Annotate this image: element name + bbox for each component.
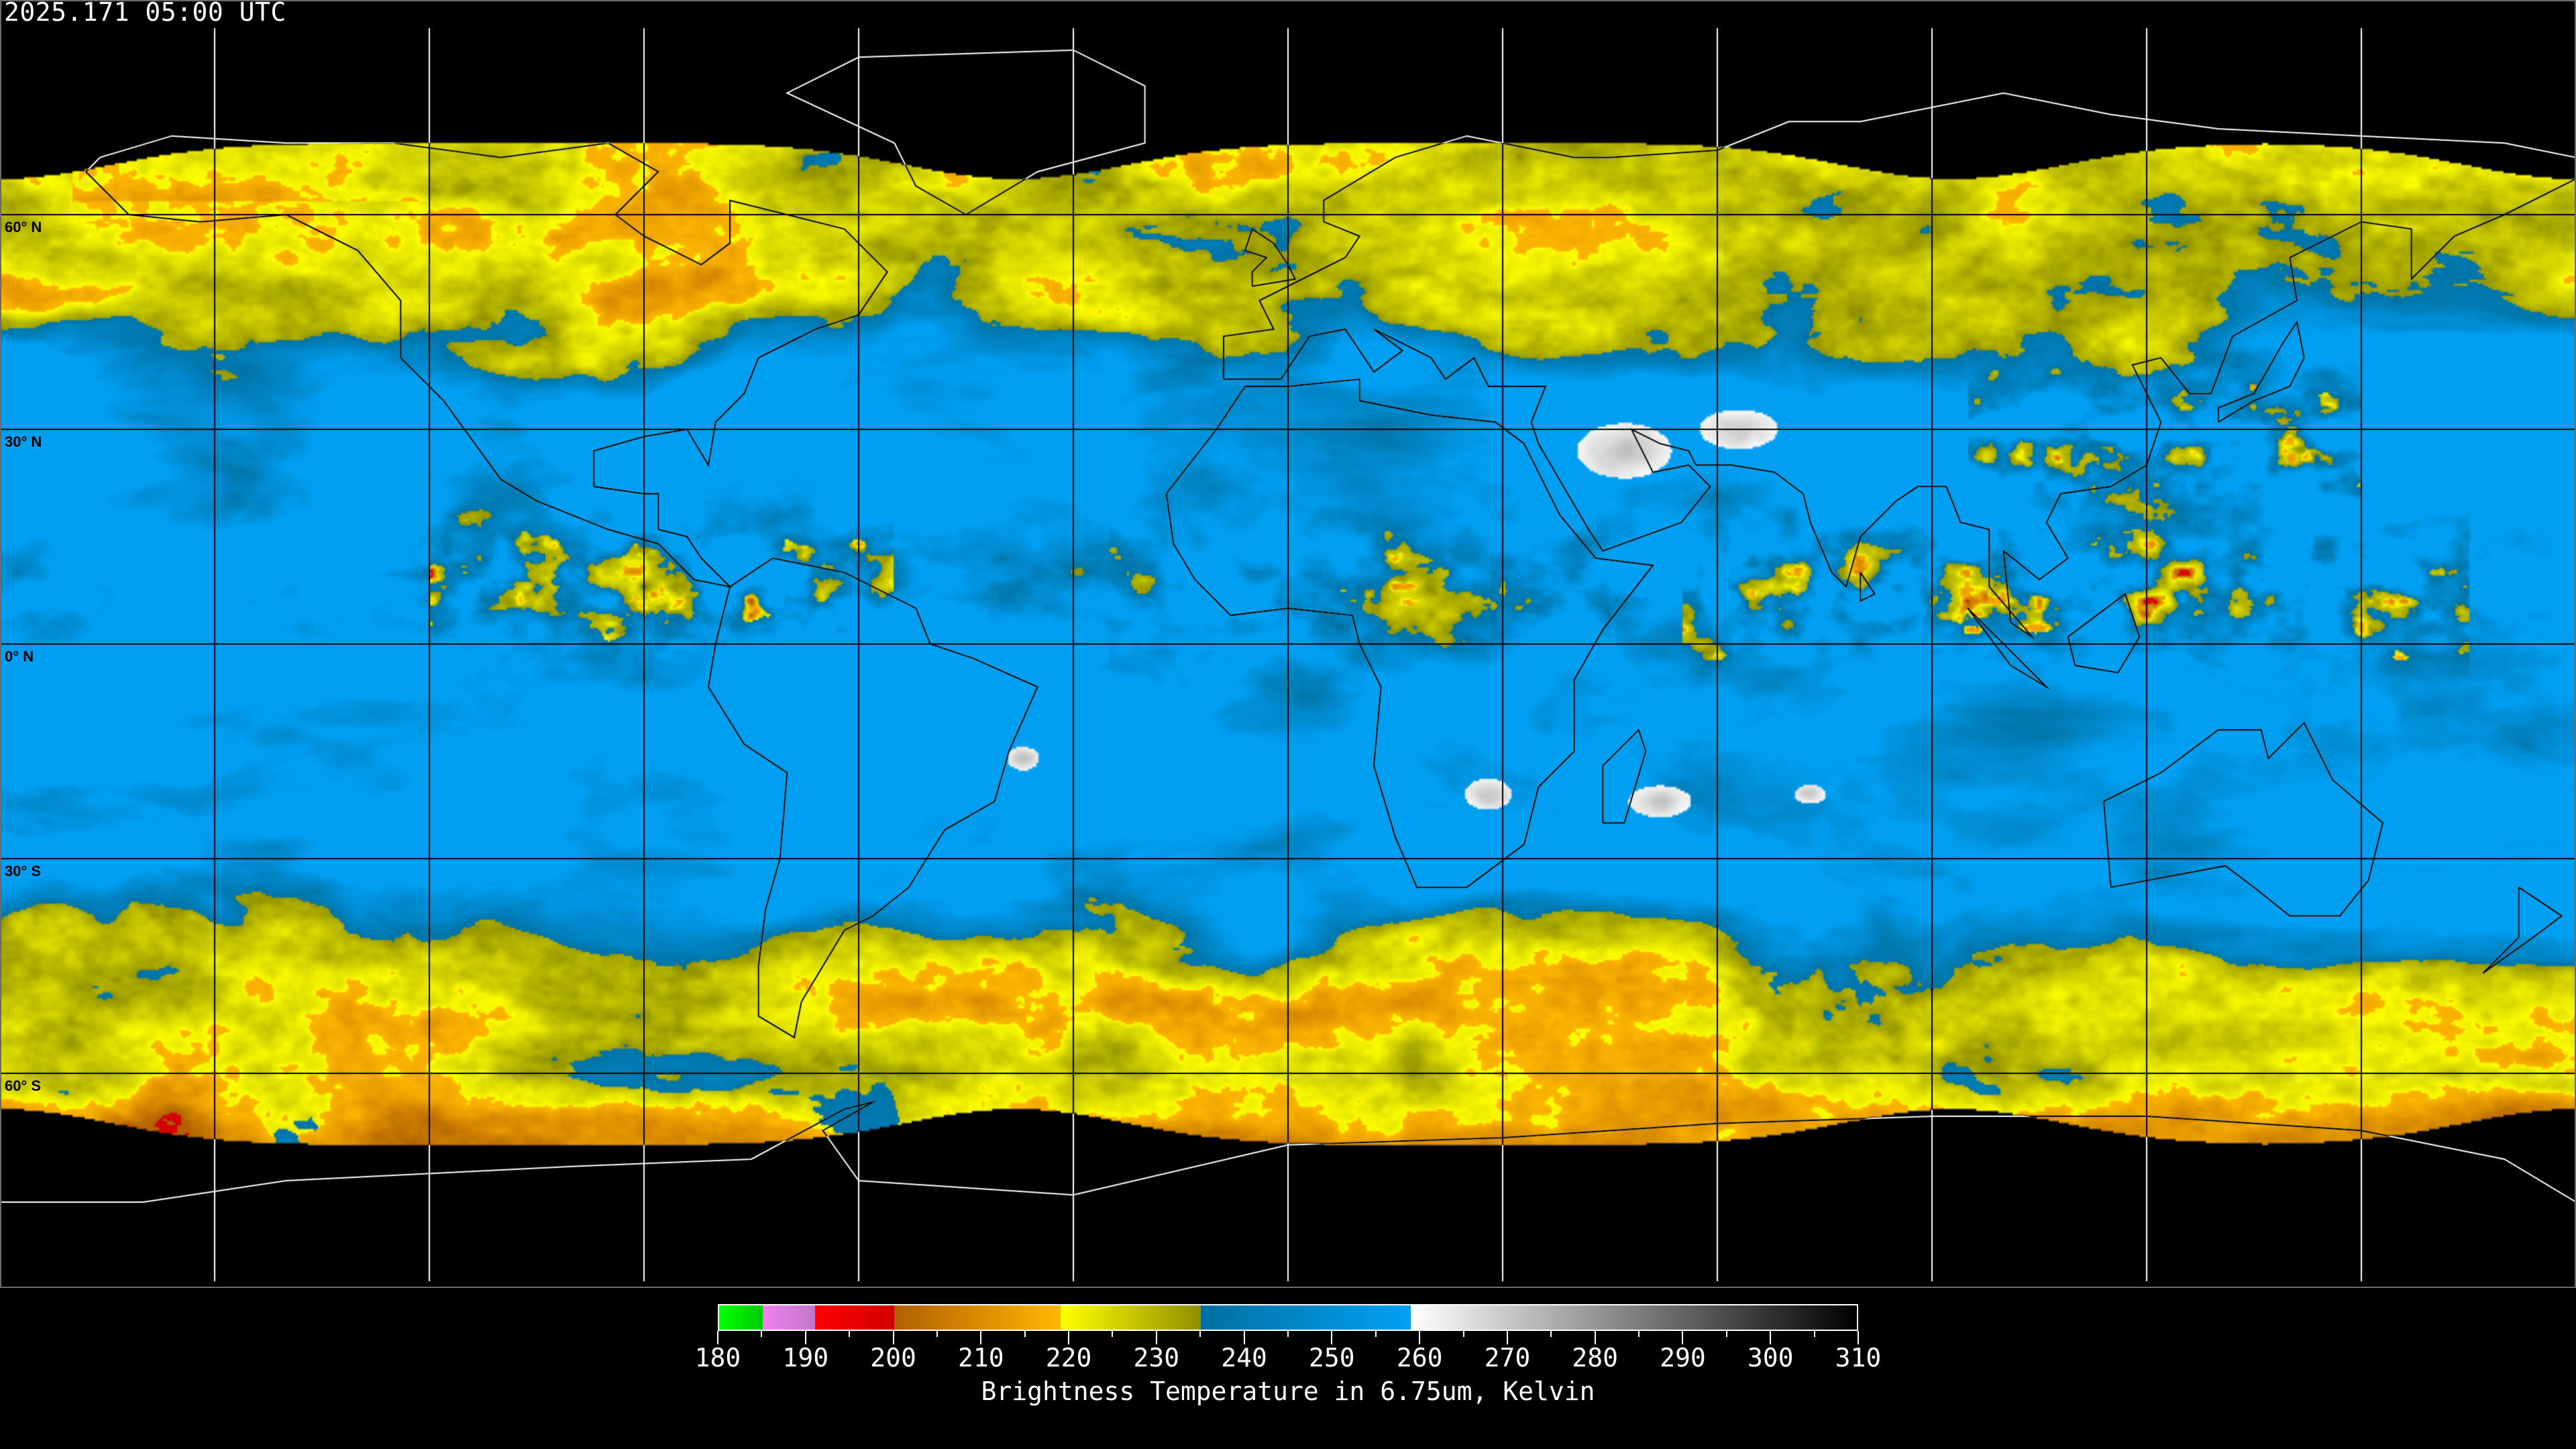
colorbar-segment — [894, 1305, 1061, 1330]
latitude-label: 30° S — [5, 863, 42, 879]
colorbar-title: Brightness Temperature in 6.75um, Kelvin — [981, 1377, 1595, 1406]
colorbar-minor-tick — [849, 1331, 851, 1337]
colorbar-segment — [763, 1305, 816, 1330]
colorbar-major-tick — [1419, 1331, 1421, 1344]
colorbar-minor-tick — [761, 1331, 763, 1337]
colorbar-major-tick — [1331, 1331, 1333, 1344]
latitude-label: 60° N — [5, 219, 42, 235]
colorbar-segment — [719, 1305, 763, 1330]
colorbar-major-tick — [804, 1331, 806, 1344]
colorbar-tick-label: 200 — [870, 1343, 916, 1373]
colorbar-minor-tick — [1813, 1331, 1815, 1337]
colorbar-tick-label: 210 — [957, 1343, 1004, 1373]
colorbar-minor-tick — [936, 1331, 938, 1337]
colorbar-minor-tick — [1725, 1331, 1727, 1337]
colorbar-major-tick — [1155, 1331, 1157, 1344]
colorbar-tick-label: 190 — [782, 1343, 829, 1373]
water-vapor-imagery-canvas — [1, 1, 2575, 1287]
colorbar-minor-tick — [1112, 1331, 1114, 1337]
colorbar-major-tick — [1068, 1331, 1070, 1344]
colorbar-major-tick — [1682, 1331, 1684, 1344]
colorbar-segment — [815, 1305, 894, 1330]
colorbar-tick-label: 180 — [694, 1343, 741, 1373]
colorbar-minor-tick — [1375, 1331, 1377, 1337]
colorbar-tick-label: 310 — [1835, 1343, 1882, 1373]
colorbar-segment — [1410, 1305, 1857, 1330]
colorbar-minor-tick — [1638, 1331, 1640, 1337]
timestamp-title: 2025.171 05:00 UTC — [4, 0, 286, 27]
colorbar-tick-label: 270 — [1484, 1343, 1531, 1373]
latitude-label: 0° N — [5, 648, 34, 665]
colorbar-tick-label: 220 — [1045, 1343, 1092, 1373]
colorbar-major-tick — [1770, 1331, 1772, 1344]
colorbar-major-tick — [980, 1331, 982, 1344]
colorbar-major-tick — [892, 1331, 894, 1344]
latitude-label: 60° S — [5, 1077, 42, 1094]
colorbar — [718, 1304, 1858, 1331]
colorbar-segment — [1200, 1305, 1411, 1330]
colorbar-tick-label: 280 — [1572, 1343, 1619, 1373]
colorbar-major-tick — [1243, 1331, 1245, 1344]
colorbar-major-tick — [1506, 1331, 1508, 1344]
colorbar-tick-label: 230 — [1133, 1343, 1180, 1373]
colorbar-major-tick — [1858, 1331, 1859, 1344]
colorbar-segment — [1060, 1305, 1201, 1330]
colorbar-major-tick — [1594, 1331, 1596, 1344]
satellite-map — [0, 0, 2576, 1288]
colorbar-minor-tick — [1462, 1331, 1464, 1337]
colorbar-tick-label: 290 — [1660, 1343, 1706, 1373]
colorbar-tick-label: 300 — [1747, 1343, 1794, 1373]
colorbar-minor-tick — [1287, 1331, 1289, 1337]
colorbar-minor-tick — [1550, 1331, 1552, 1337]
latitude-label: 30° N — [5, 433, 42, 450]
colorbar-tick-label: 240 — [1221, 1343, 1267, 1373]
colorbar-tick-label: 260 — [1396, 1343, 1443, 1373]
colorbar-tick-label: 250 — [1309, 1343, 1355, 1373]
colorbar-minor-tick — [1199, 1331, 1201, 1337]
colorbar-major-tick — [717, 1331, 718, 1344]
colorbar-minor-tick — [1024, 1331, 1026, 1337]
